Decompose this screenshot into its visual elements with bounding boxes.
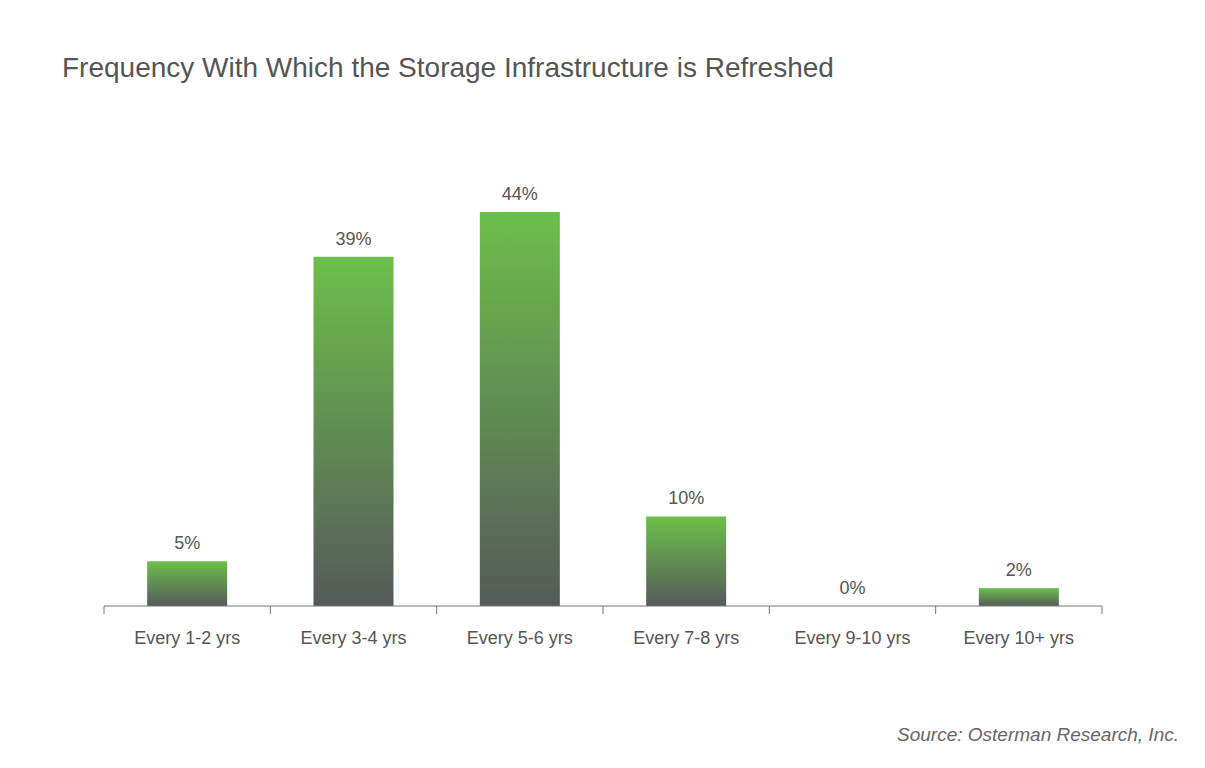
x-tick xyxy=(603,606,604,614)
x-tick-label: Every 5-6 yrs xyxy=(467,628,573,648)
source-note: Source: Osterman Research, Inc. xyxy=(897,724,1179,745)
chart-svg: Frequency With Which the Storage Infrast… xyxy=(0,0,1205,768)
x-tick-label: Every 1-2 yrs xyxy=(134,628,240,648)
bar xyxy=(147,561,227,606)
bar xyxy=(646,516,726,606)
x-tick xyxy=(436,606,437,614)
bar xyxy=(979,588,1059,606)
data-label: 0% xyxy=(839,578,865,598)
bar xyxy=(314,257,394,606)
x-tick-label: Every 10+ yrs xyxy=(964,628,1075,648)
bar xyxy=(480,212,560,606)
x-tick xyxy=(935,606,936,614)
chart-title: Frequency With Which the Storage Infrast… xyxy=(62,52,834,83)
x-tick-label: Every 9-10 yrs xyxy=(794,628,910,648)
x-tick xyxy=(1102,606,1103,614)
data-label: 10% xyxy=(668,488,704,508)
data-label: 2% xyxy=(1006,560,1032,580)
x-tick xyxy=(769,606,770,614)
data-label: 44% xyxy=(502,184,538,204)
data-label: 39% xyxy=(335,229,371,249)
bars xyxy=(147,212,1059,606)
x-tick xyxy=(270,606,271,614)
x-tick-label: Every 7-8 yrs xyxy=(633,628,739,648)
chart-container: Frequency With Which the Storage Infrast… xyxy=(0,0,1205,768)
x-tick-label: Every 3-4 yrs xyxy=(300,628,406,648)
x-tick xyxy=(104,606,105,614)
data-label: 5% xyxy=(174,533,200,553)
